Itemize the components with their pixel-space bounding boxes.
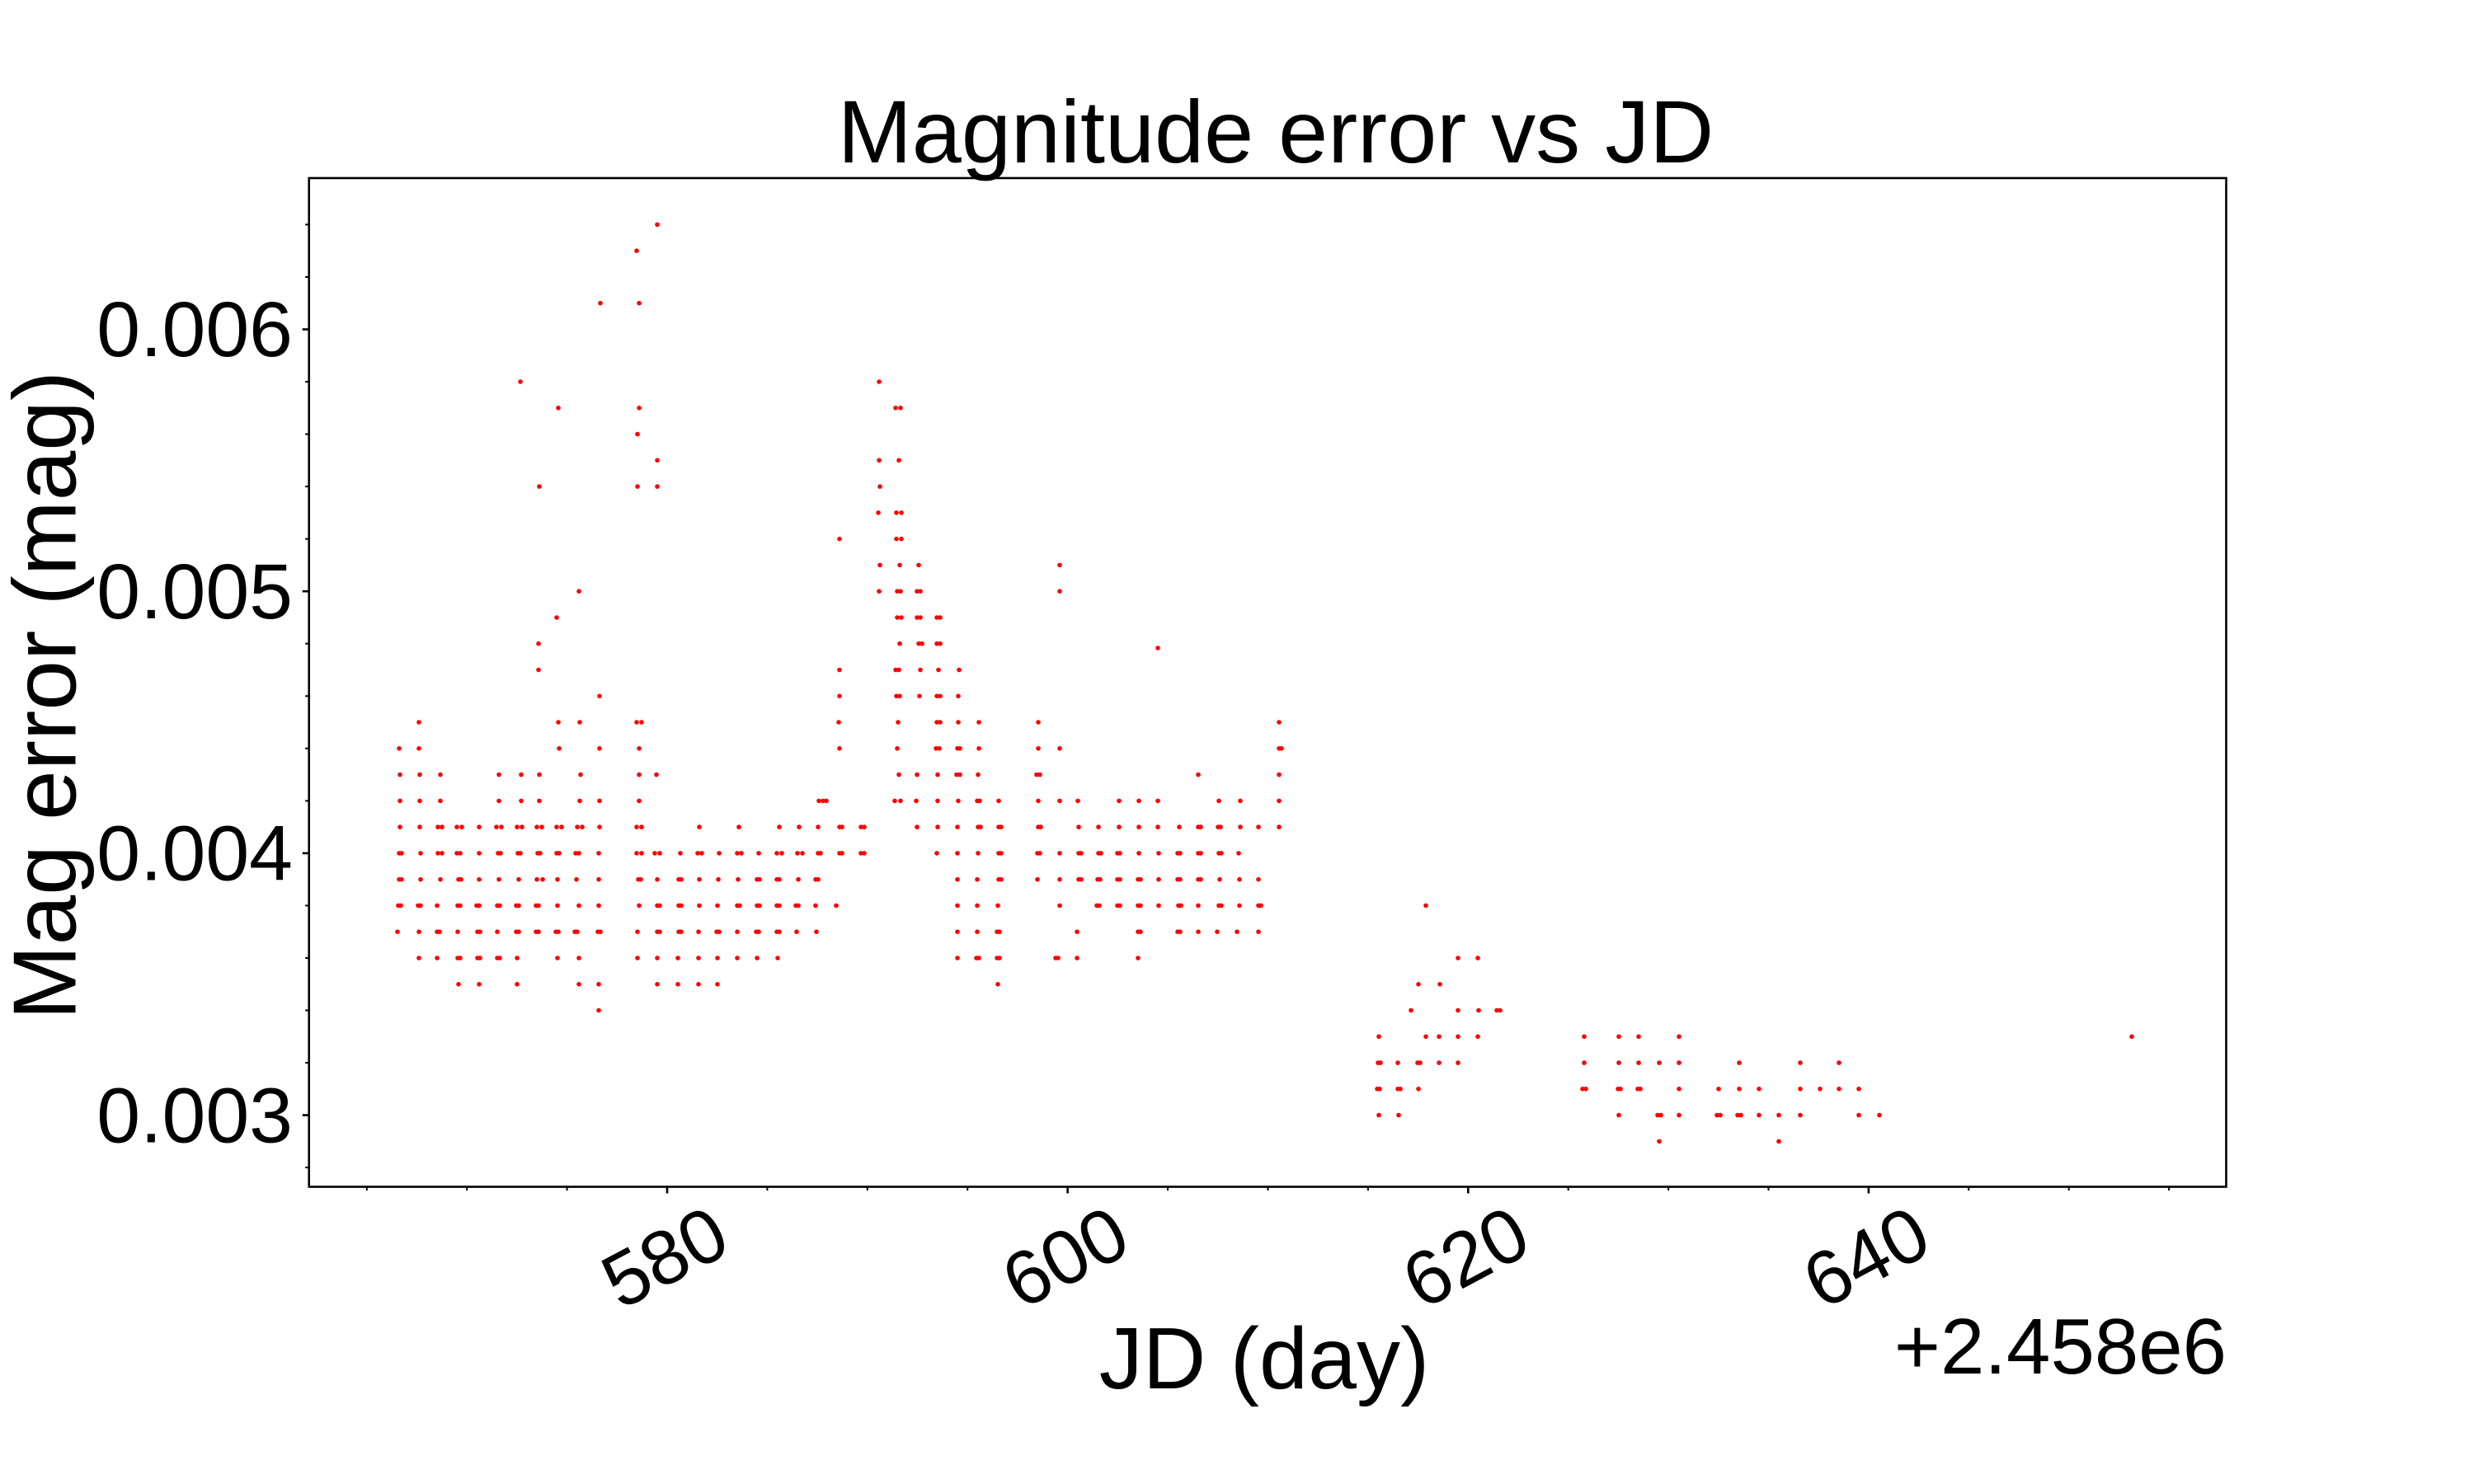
svg-text:+2.458e6: +2.458e6 <box>1894 1303 2227 1391</box>
svg-text:Mag error (mag): Mag error (mag) <box>0 371 96 1020</box>
svg-text:0.005: 0.005 <box>96 548 293 636</box>
svg-text:0.003: 0.003 <box>96 1072 293 1159</box>
svg-text:0.006: 0.006 <box>96 286 293 373</box>
svg-text:Magnitude error vs JD: Magnitude error vs JD <box>838 82 1714 181</box>
svg-text:0.004: 0.004 <box>96 810 293 898</box>
svg-text:JD (day): JD (day) <box>1099 1310 1430 1407</box>
